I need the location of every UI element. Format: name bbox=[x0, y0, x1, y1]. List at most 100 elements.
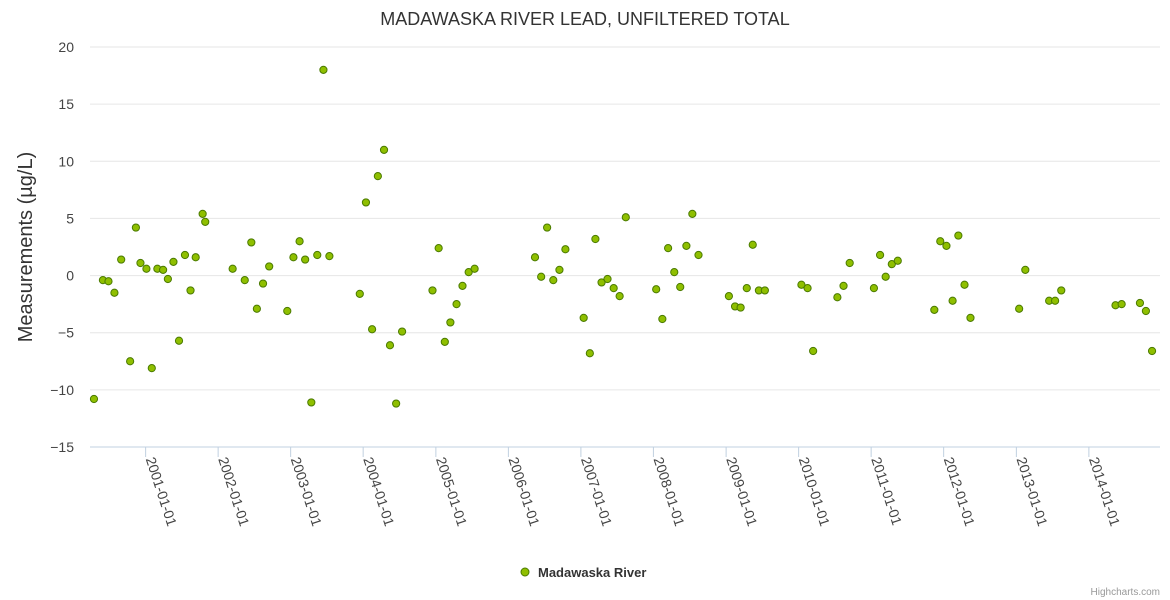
data-point[interactable] bbox=[174, 336, 184, 345]
data-point[interactable] bbox=[930, 305, 939, 314]
data-point[interactable] bbox=[440, 337, 449, 346]
data-point[interactable] bbox=[163, 274, 172, 284]
data-point[interactable] bbox=[530, 253, 540, 262]
data-point[interactable] bbox=[579, 313, 588, 322]
legend[interactable]: Madawaska River bbox=[520, 565, 646, 580]
credits-link[interactable]: Highcharts.com bbox=[1091, 587, 1160, 598]
data-point[interactable] bbox=[1015, 304, 1024, 313]
data-point[interactable] bbox=[1117, 300, 1126, 309]
data-point[interactable] bbox=[252, 304, 261, 313]
data-point[interactable] bbox=[258, 279, 268, 288]
data-point[interactable] bbox=[247, 238, 256, 247]
data-point[interactable] bbox=[621, 213, 630, 222]
data-point[interactable] bbox=[1051, 296, 1060, 305]
data-point[interactable] bbox=[169, 257, 178, 266]
data-point[interactable] bbox=[117, 255, 126, 264]
data-point[interactable] bbox=[283, 306, 292, 316]
data-point[interactable] bbox=[307, 398, 316, 407]
data-point[interactable] bbox=[694, 250, 703, 260]
data-point[interactable] bbox=[543, 223, 552, 232]
data-point[interactable] bbox=[1141, 306, 1150, 316]
data-point[interactable] bbox=[688, 209, 697, 218]
data-point[interactable] bbox=[373, 172, 382, 181]
data-point[interactable] bbox=[142, 264, 151, 273]
data-point[interactable] bbox=[736, 303, 745, 312]
data-point[interactable] bbox=[1135, 298, 1145, 308]
data-point[interactable] bbox=[452, 300, 461, 309]
data-point[interactable] bbox=[960, 280, 969, 289]
data-point[interactable] bbox=[561, 245, 570, 254]
data-point[interactable] bbox=[319, 65, 328, 74]
data-point[interactable] bbox=[265, 262, 274, 271]
data-point[interactable] bbox=[110, 288, 119, 297]
data-point[interactable] bbox=[954, 231, 963, 240]
data-point[interactable] bbox=[198, 209, 207, 218]
data-point[interactable] bbox=[191, 253, 200, 262]
data-point[interactable] bbox=[458, 281, 467, 290]
data-point[interactable] bbox=[428, 286, 437, 295]
data-point[interactable] bbox=[724, 292, 734, 301]
data-point[interactable] bbox=[159, 265, 168, 274]
data-point[interactable] bbox=[597, 278, 606, 287]
data-point[interactable] bbox=[742, 284, 751, 293]
data-point[interactable] bbox=[355, 289, 364, 298]
data-point[interactable] bbox=[748, 240, 757, 249]
data-point[interactable] bbox=[676, 282, 685, 292]
data-point[interactable] bbox=[760, 286, 769, 295]
legend-item-label[interactable]: Madawaska River bbox=[538, 565, 646, 580]
data-point[interactable] bbox=[948, 296, 957, 305]
data-point[interactable] bbox=[397, 327, 407, 336]
data-point[interactable] bbox=[89, 394, 99, 404]
data-point[interactable] bbox=[809, 346, 818, 356]
data-point[interactable] bbox=[368, 325, 377, 334]
data-point[interactable] bbox=[652, 285, 661, 294]
data-point[interactable] bbox=[240, 276, 249, 285]
data-point[interactable] bbox=[537, 272, 546, 281]
data-point[interactable] bbox=[881, 272, 890, 281]
data-point[interactable] bbox=[301, 255, 310, 264]
data-point[interactable] bbox=[1021, 265, 1030, 274]
data-point[interactable] bbox=[839, 281, 848, 290]
data-point[interactable] bbox=[803, 284, 812, 293]
data-point[interactable] bbox=[875, 250, 885, 260]
data-point[interactable] bbox=[325, 252, 334, 261]
data-point[interactable] bbox=[845, 258, 854, 268]
data-point[interactable] bbox=[893, 256, 902, 265]
data-point[interactable] bbox=[392, 399, 401, 408]
data-point[interactable] bbox=[1147, 346, 1157, 356]
data-point[interactable] bbox=[942, 241, 951, 250]
data-point[interactable] bbox=[585, 349, 594, 358]
data-point[interactable] bbox=[289, 253, 298, 262]
data-point[interactable] bbox=[201, 217, 210, 226]
data-point[interactable] bbox=[670, 268, 679, 277]
data-point[interactable] bbox=[591, 234, 600, 244]
data-point[interactable] bbox=[385, 341, 395, 350]
data-point[interactable] bbox=[379, 145, 389, 154]
data-point[interactable] bbox=[361, 198, 371, 207]
data-point[interactable] bbox=[295, 237, 304, 246]
data-point[interactable] bbox=[936, 237, 945, 246]
data-point[interactable] bbox=[603, 274, 612, 284]
data-point[interactable] bbox=[833, 293, 842, 302]
data-point[interactable] bbox=[664, 244, 673, 253]
data-point[interactable] bbox=[147, 364, 156, 373]
data-point[interactable] bbox=[136, 258, 145, 268]
data-point[interactable] bbox=[609, 284, 618, 293]
data-point[interactable] bbox=[887, 260, 896, 269]
data-point[interactable] bbox=[1057, 286, 1066, 295]
data-point[interactable] bbox=[682, 241, 691, 250]
data-point[interactable] bbox=[549, 276, 558, 285]
data-point[interactable] bbox=[797, 280, 806, 289]
data-point[interactable] bbox=[446, 318, 455, 327]
data-point[interactable] bbox=[615, 292, 624, 301]
data-point[interactable] bbox=[464, 268, 473, 277]
data-point[interactable] bbox=[228, 264, 237, 273]
data-point[interactable] bbox=[180, 250, 190, 260]
data-point[interactable] bbox=[434, 244, 443, 253]
data-point[interactable] bbox=[470, 264, 479, 273]
data-point[interactable] bbox=[555, 265, 564, 274]
data-point[interactable] bbox=[186, 286, 195, 295]
data-point[interactable] bbox=[313, 250, 322, 260]
data-point[interactable] bbox=[869, 284, 879, 293]
data-point[interactable] bbox=[131, 223, 140, 232]
